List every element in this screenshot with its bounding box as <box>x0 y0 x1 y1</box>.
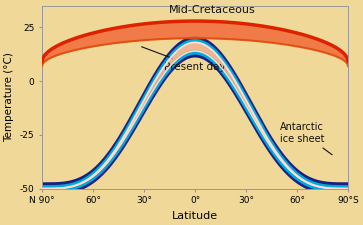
Text: Mid-Cretaceous: Mid-Cretaceous <box>169 4 256 15</box>
Text: Antarctic
ice sheet: Antarctic ice sheet <box>280 122 332 155</box>
Text: Present day: Present day <box>142 47 226 72</box>
X-axis label: Latitude: Latitude <box>172 211 218 221</box>
Y-axis label: Temperature (°C): Temperature (°C) <box>4 52 14 142</box>
